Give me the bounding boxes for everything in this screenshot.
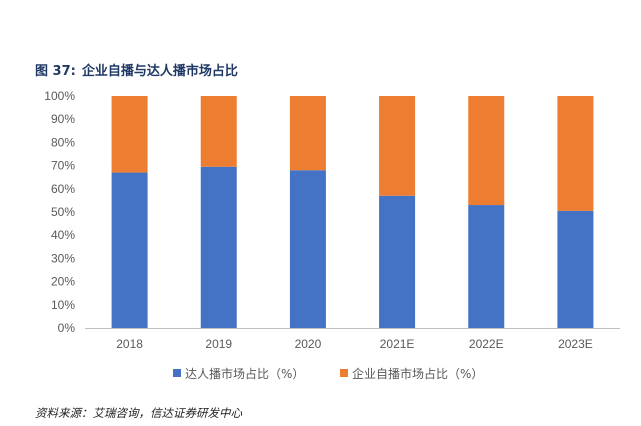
y-tick-label: 90% — [51, 112, 75, 126]
legend: 达人播市场占比（%） 企业自播市场占比（%） — [173, 366, 483, 381]
bar-segment-influencer — [289, 170, 326, 328]
legend-swatch — [173, 369, 181, 377]
x-tick-label: 2021E — [380, 337, 415, 351]
x-axis: 2018 2019 2020 2021E 2022E 2023E — [85, 328, 620, 351]
bar-segment-enterprise — [468, 96, 505, 206]
legend-label: 企业自播市场占比（%） — [352, 366, 483, 381]
bar-segment-influencer — [379, 195, 416, 328]
bar-segment-enterprise — [200, 96, 237, 167]
x-tick-label: 2023E — [558, 337, 593, 351]
x-tick-label: 2018 — [116, 337, 143, 351]
legend-label: 达人播市场占比（%） — [185, 366, 304, 381]
y-tick-label: 30% — [51, 251, 75, 265]
y-tick-label: 0% — [58, 321, 76, 335]
y-tick-label: 70% — [51, 159, 75, 173]
y-tick-label: 40% — [51, 228, 75, 242]
y-tick-label: 60% — [51, 182, 75, 196]
x-tick-label: 2019 — [205, 337, 232, 351]
bar-segment-enterprise — [379, 96, 416, 196]
bar-segment-enterprise — [557, 96, 594, 211]
bar-segment-influencer — [111, 172, 148, 328]
figure-title-text: 企业自播与达人播市场占比 — [81, 64, 238, 79]
y-tick-label: 80% — [51, 135, 75, 149]
bars — [111, 96, 594, 328]
bar-segment-influencer — [557, 210, 594, 328]
y-axis: 0% 10% 20% 30% 40% 50% 60% 70% 80% 90% 100% — [44, 89, 75, 335]
bar-segment-influencer — [468, 205, 505, 328]
source-note: 资料来源：艾瑞咨询，信达证券研发中心 — [35, 406, 242, 420]
bar-segment-enterprise — [289, 96, 326, 171]
legend-swatch — [340, 369, 348, 377]
x-tick-label: 2022E — [469, 337, 504, 351]
y-tick-label: 20% — [51, 275, 75, 289]
figure-title: 图 37: 企业自播与达人播市场占比 — [35, 60, 238, 79]
bar-segment-influencer — [200, 166, 237, 328]
x-tick-label: 2020 — [295, 337, 322, 351]
y-tick-label: 50% — [51, 205, 75, 219]
bar-segment-enterprise — [111, 96, 148, 173]
y-tick-label: 100% — [44, 89, 75, 103]
y-tick-label: 10% — [51, 298, 75, 312]
figure-label: 图 37: — [35, 64, 76, 79]
